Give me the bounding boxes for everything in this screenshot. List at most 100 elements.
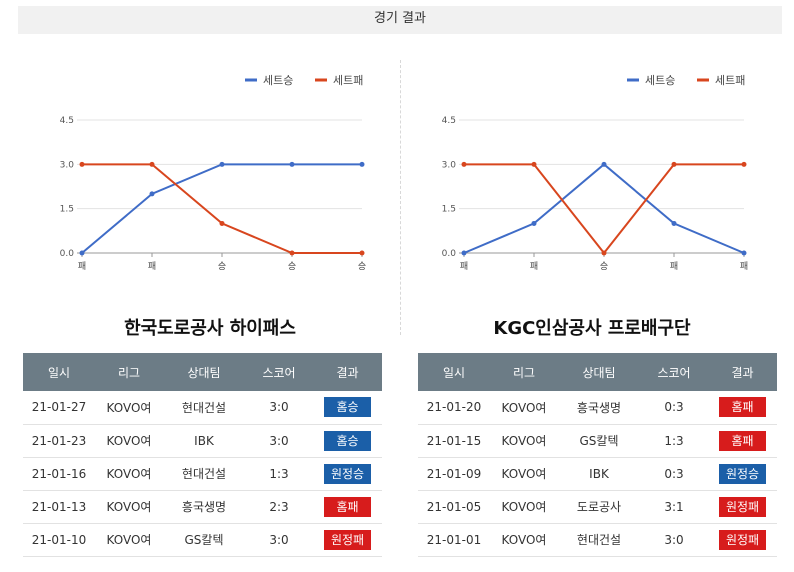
x-tick-label: 승 (218, 261, 226, 272)
data-point (359, 161, 365, 167)
result-badge: 원정승 (324, 463, 371, 484)
score-cell: 0:3 (640, 457, 708, 491)
result-cell: 홈승 (313, 424, 382, 458)
table-row: 21-01-15 KOVO여 GS칼텍 1:3 홈패 (418, 424, 777, 458)
y-tick-label: 0.0 (60, 249, 75, 259)
league-cell: KOVO여 (95, 523, 163, 557)
table-row: 21-01-01 KOVO여 현대건설 3:0 원정패 (418, 523, 777, 557)
header-score: 스코어 (640, 353, 708, 391)
header-date: 일시 (418, 353, 490, 391)
score-cell: 3:0 (640, 523, 708, 557)
data-point (741, 250, 747, 256)
data-point (79, 161, 85, 167)
team1-results-table: 일시 리그 상대팀 스코어 결과 21-01-27 KOVO여 현대건설 3:0 홈승 2… (23, 353, 382, 557)
section-title: 경기 결과 (374, 11, 426, 26)
league-cell: KOVO여 (95, 457, 163, 491)
data-point (741, 161, 747, 167)
table-row: 21-01-09 KOVO여 IBK 0:3 원정승 (418, 457, 777, 491)
date-cell: 21-01-10 (23, 523, 95, 557)
data-point (461, 161, 467, 167)
league-cell: KOVO여 (490, 457, 558, 491)
score-cell: 3:0 (245, 391, 313, 425)
opponent-cell: GS칼텍 (558, 424, 640, 458)
result-badge: 원정패 (719, 529, 766, 550)
opponent-cell: IBK (163, 424, 245, 458)
result-cell: 원정패 (708, 490, 777, 524)
date-cell: 21-01-09 (418, 457, 490, 491)
table-row: 21-01-05 KOVO여 도로공사 3:1 원정패 (418, 490, 777, 524)
legend-label: 세트승 (645, 74, 675, 87)
opponent-cell: 흥국생명 (163, 490, 245, 524)
league-cell: KOVO여 (490, 391, 558, 425)
opponent-cell: 현대건설 (163, 457, 245, 491)
data-point (671, 161, 677, 167)
data-point (461, 250, 467, 256)
header-date: 일시 (23, 353, 95, 391)
x-tick-label: 패 (460, 261, 468, 272)
result-badge: 홈승 (324, 430, 371, 451)
header-opponent: 상대팀 (163, 353, 245, 391)
x-tick-label: 패 (740, 261, 748, 272)
x-tick-label: 패 (148, 261, 156, 272)
data-point (289, 161, 295, 167)
column-divider (400, 60, 401, 335)
score-cell: 0:3 (640, 391, 708, 425)
table-row: 21-01-20 KOVO여 흥국생명 0:3 홈패 (418, 391, 777, 425)
legend-label: 세트패 (333, 74, 363, 87)
table-row: 21-01-27 KOVO여 현대건설 3:0 홈승 (23, 391, 382, 425)
team1-chart: 세트승 세트패 4.5 3.0 1.5 0.0 패 패 승 승 승 (50, 60, 380, 285)
result-badge: 홈패 (719, 397, 766, 418)
header-league: 리그 (95, 353, 163, 391)
y-tick-label: 3.0 (442, 160, 457, 170)
header-opponent: 상대팀 (558, 353, 640, 391)
score-cell: 1:3 (640, 424, 708, 458)
opponent-cell: 흥국생명 (558, 391, 640, 425)
x-tick-label: 승 (358, 261, 366, 272)
result-cell: 홈승 (313, 391, 382, 425)
x-tick-label: 패 (78, 261, 86, 272)
y-tick-label: 4.5 (442, 116, 456, 126)
table-row: 21-01-16 KOVO여 현대건설 1:3 원정승 (23, 457, 382, 491)
date-cell: 21-01-27 (23, 391, 95, 425)
score-cell: 1:3 (245, 457, 313, 491)
team2-chart: 세트승 세트패 4.5 3.0 1.5 0.0 패 패 승 패 패 (432, 60, 762, 285)
date-cell: 21-01-01 (418, 523, 490, 557)
league-cell: KOVO여 (95, 424, 163, 458)
section-header: 경기 결과 (18, 6, 782, 34)
data-point (149, 191, 155, 197)
x-tick-label: 승 (600, 261, 608, 272)
league-cell: KOVO여 (490, 424, 558, 458)
data-point (601, 250, 607, 256)
result-badge: 원정승 (719, 463, 766, 484)
date-cell: 21-01-13 (23, 490, 95, 524)
league-cell: KOVO여 (95, 490, 163, 524)
result-badge: 홈패 (324, 496, 371, 517)
result-badge: 홈승 (324, 397, 371, 418)
opponent-cell: 현대건설 (163, 391, 245, 425)
y-tick-label: 3.0 (60, 160, 75, 170)
data-point (531, 161, 537, 167)
score-cell: 2:3 (245, 490, 313, 524)
score-cell: 3:0 (245, 424, 313, 458)
y-tick-label: 4.5 (60, 116, 74, 126)
opponent-cell: 현대건설 (558, 523, 640, 557)
result-cell: 원정패 (313, 523, 382, 557)
result-badge: 원정패 (719, 496, 766, 517)
table-header-row: 일시 리그 상대팀 스코어 결과 (418, 353, 777, 391)
data-point (219, 220, 225, 226)
opponent-cell: IBK (558, 457, 640, 491)
league-cell: KOVO여 (95, 391, 163, 425)
score-cell: 3:0 (245, 523, 313, 557)
opponent-cell: GS칼텍 (163, 523, 245, 557)
data-point (149, 161, 155, 167)
x-tick-label: 패 (670, 261, 678, 272)
x-tick-label: 패 (530, 261, 538, 272)
date-cell: 21-01-20 (418, 391, 490, 425)
y-tick-label: 1.5 (442, 205, 456, 215)
y-tick-label: 0.0 (442, 249, 457, 259)
data-point (671, 220, 677, 226)
date-cell: 21-01-05 (418, 490, 490, 524)
table-row: 21-01-23 KOVO여 IBK 3:0 홈승 (23, 424, 382, 458)
result-cell: 원정패 (708, 523, 777, 557)
